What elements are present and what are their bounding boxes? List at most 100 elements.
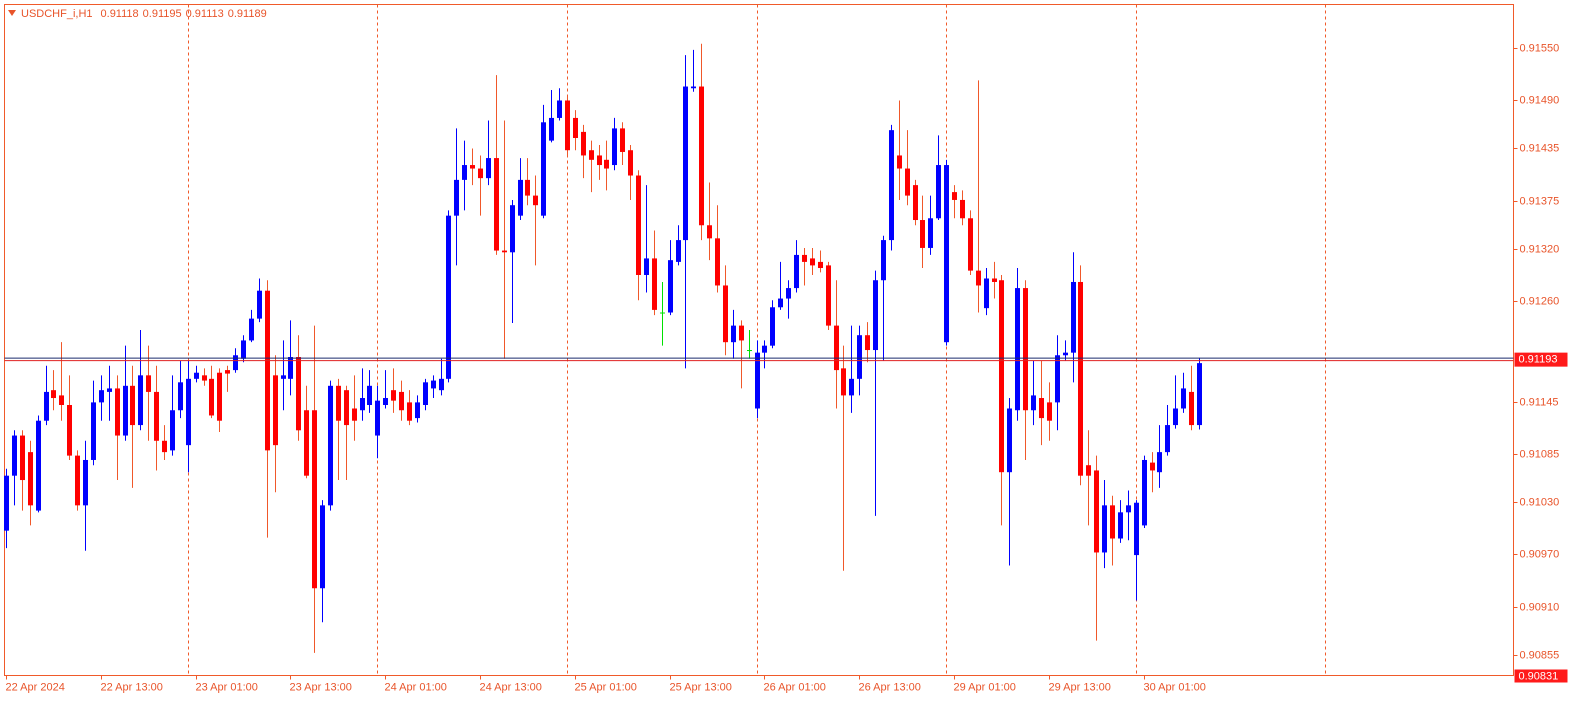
candle-body — [620, 128, 625, 152]
candle-body — [533, 195, 538, 206]
candle-body — [652, 258, 657, 310]
candle-body — [755, 352, 760, 409]
candle-body — [446, 215, 451, 379]
candle-body — [194, 372, 199, 379]
candle-body — [439, 378, 444, 391]
candle-body — [233, 355, 238, 371]
candle-body — [494, 158, 499, 251]
x-tick-label: 25 Apr 01:00 — [575, 681, 637, 693]
candle-body — [857, 335, 862, 379]
x-tick-label: 24 Apr 13:00 — [480, 681, 542, 693]
candle-body — [707, 225, 712, 239]
candle-body — [367, 385, 372, 406]
y-tick-label: 0.91435 — [1520, 142, 1560, 154]
candle-body — [557, 100, 562, 118]
high-value: 0.91195 — [143, 8, 182, 20]
x-tick-label: 22 Apr 13:00 — [101, 681, 163, 693]
candle-body — [249, 318, 254, 341]
y-tick-label: 0.91085 — [1520, 448, 1560, 460]
candle-body — [217, 372, 222, 421]
candle-body — [352, 408, 357, 421]
candle-body — [518, 179, 523, 216]
candle-body — [1197, 363, 1202, 426]
candle-body — [423, 382, 428, 406]
candle-body — [881, 240, 886, 281]
y-tick-label: 0.91375 — [1520, 195, 1560, 207]
candle-body — [810, 258, 815, 266]
candle-body — [920, 220, 925, 248]
candle-body — [67, 405, 72, 456]
plot-frame — [4, 4, 1514, 676]
candle-body — [636, 175, 641, 275]
bottom-label-box — [1514, 669, 1568, 683]
candle-body — [470, 165, 475, 169]
candle-body — [849, 378, 854, 396]
y-tick-label: 0.91320 — [1520, 243, 1560, 255]
candle-body — [589, 150, 594, 160]
candle-body — [328, 385, 333, 506]
candle-body — [573, 117, 578, 139]
candle-body — [399, 391, 404, 411]
candle-body — [794, 254, 799, 289]
candle-body — [186, 378, 191, 446]
y-tick-label: 0.90970 — [1520, 548, 1560, 560]
candle-body — [525, 179, 530, 196]
candle-body — [178, 382, 183, 411]
candle-body — [873, 280, 878, 351]
low-value: 0.91113 — [186, 8, 224, 20]
candle-body — [1102, 505, 1107, 553]
candle-body — [1063, 352, 1068, 356]
candle-body — [44, 391, 49, 421]
candle-body — [1134, 502, 1139, 556]
candle-body — [273, 375, 278, 446]
y-tick-label: 0.90910 — [1520, 601, 1560, 613]
candle-body — [12, 435, 17, 476]
candle-body — [1055, 355, 1060, 403]
candle-body — [715, 238, 720, 286]
y-tick-label: 0.91145 — [1520, 396, 1559, 408]
candle-body — [976, 270, 981, 286]
candle-body — [241, 340, 246, 359]
candle-body — [75, 455, 80, 506]
candle-body — [1157, 452, 1162, 473]
x-tick-label: 26 Apr 01:00 — [764, 681, 826, 693]
candle-body — [146, 375, 151, 392]
candle-body — [462, 165, 467, 180]
candle-body — [415, 402, 420, 419]
candle-body — [1078, 281, 1083, 476]
y-tick-label: 0.91260 — [1520, 295, 1560, 307]
open-value: 0.91118 — [101, 8, 139, 20]
price-label: 0.91193 — [1519, 354, 1558, 366]
candle-body — [375, 400, 380, 436]
candle-body — [431, 380, 436, 389]
candle-body — [786, 288, 791, 299]
candle-body — [296, 357, 301, 431]
candle-body — [265, 290, 270, 451]
x-tick-label: 25 Apr 13:00 — [670, 681, 732, 693]
candle-body — [612, 128, 617, 166]
candle-body — [1015, 288, 1020, 411]
x-tick-label: 22 Apr 2024 — [6, 681, 65, 693]
candle-body — [502, 250, 507, 253]
y-tick-label: 0.90855 — [1520, 649, 1560, 661]
candle-body — [138, 375, 143, 426]
candle-body — [123, 385, 128, 436]
collapse-icon[interactable] — [8, 10, 16, 16]
candle-body — [889, 130, 894, 241]
candle-body — [747, 350, 752, 352]
candle-body — [478, 168, 483, 179]
candle-body — [1181, 388, 1186, 409]
candle-body — [1094, 470, 1099, 553]
price-label-box — [1514, 352, 1568, 367]
candle-body — [162, 440, 167, 453]
candle-body — [1126, 505, 1131, 513]
candle-body — [154, 391, 159, 441]
candle-body — [1118, 512, 1123, 539]
candle-body — [51, 390, 56, 399]
candle-body — [336, 385, 341, 421]
candle-body — [865, 335, 870, 351]
candle-body — [1110, 505, 1115, 539]
candle-body — [841, 368, 846, 396]
candle-body — [913, 185, 918, 221]
